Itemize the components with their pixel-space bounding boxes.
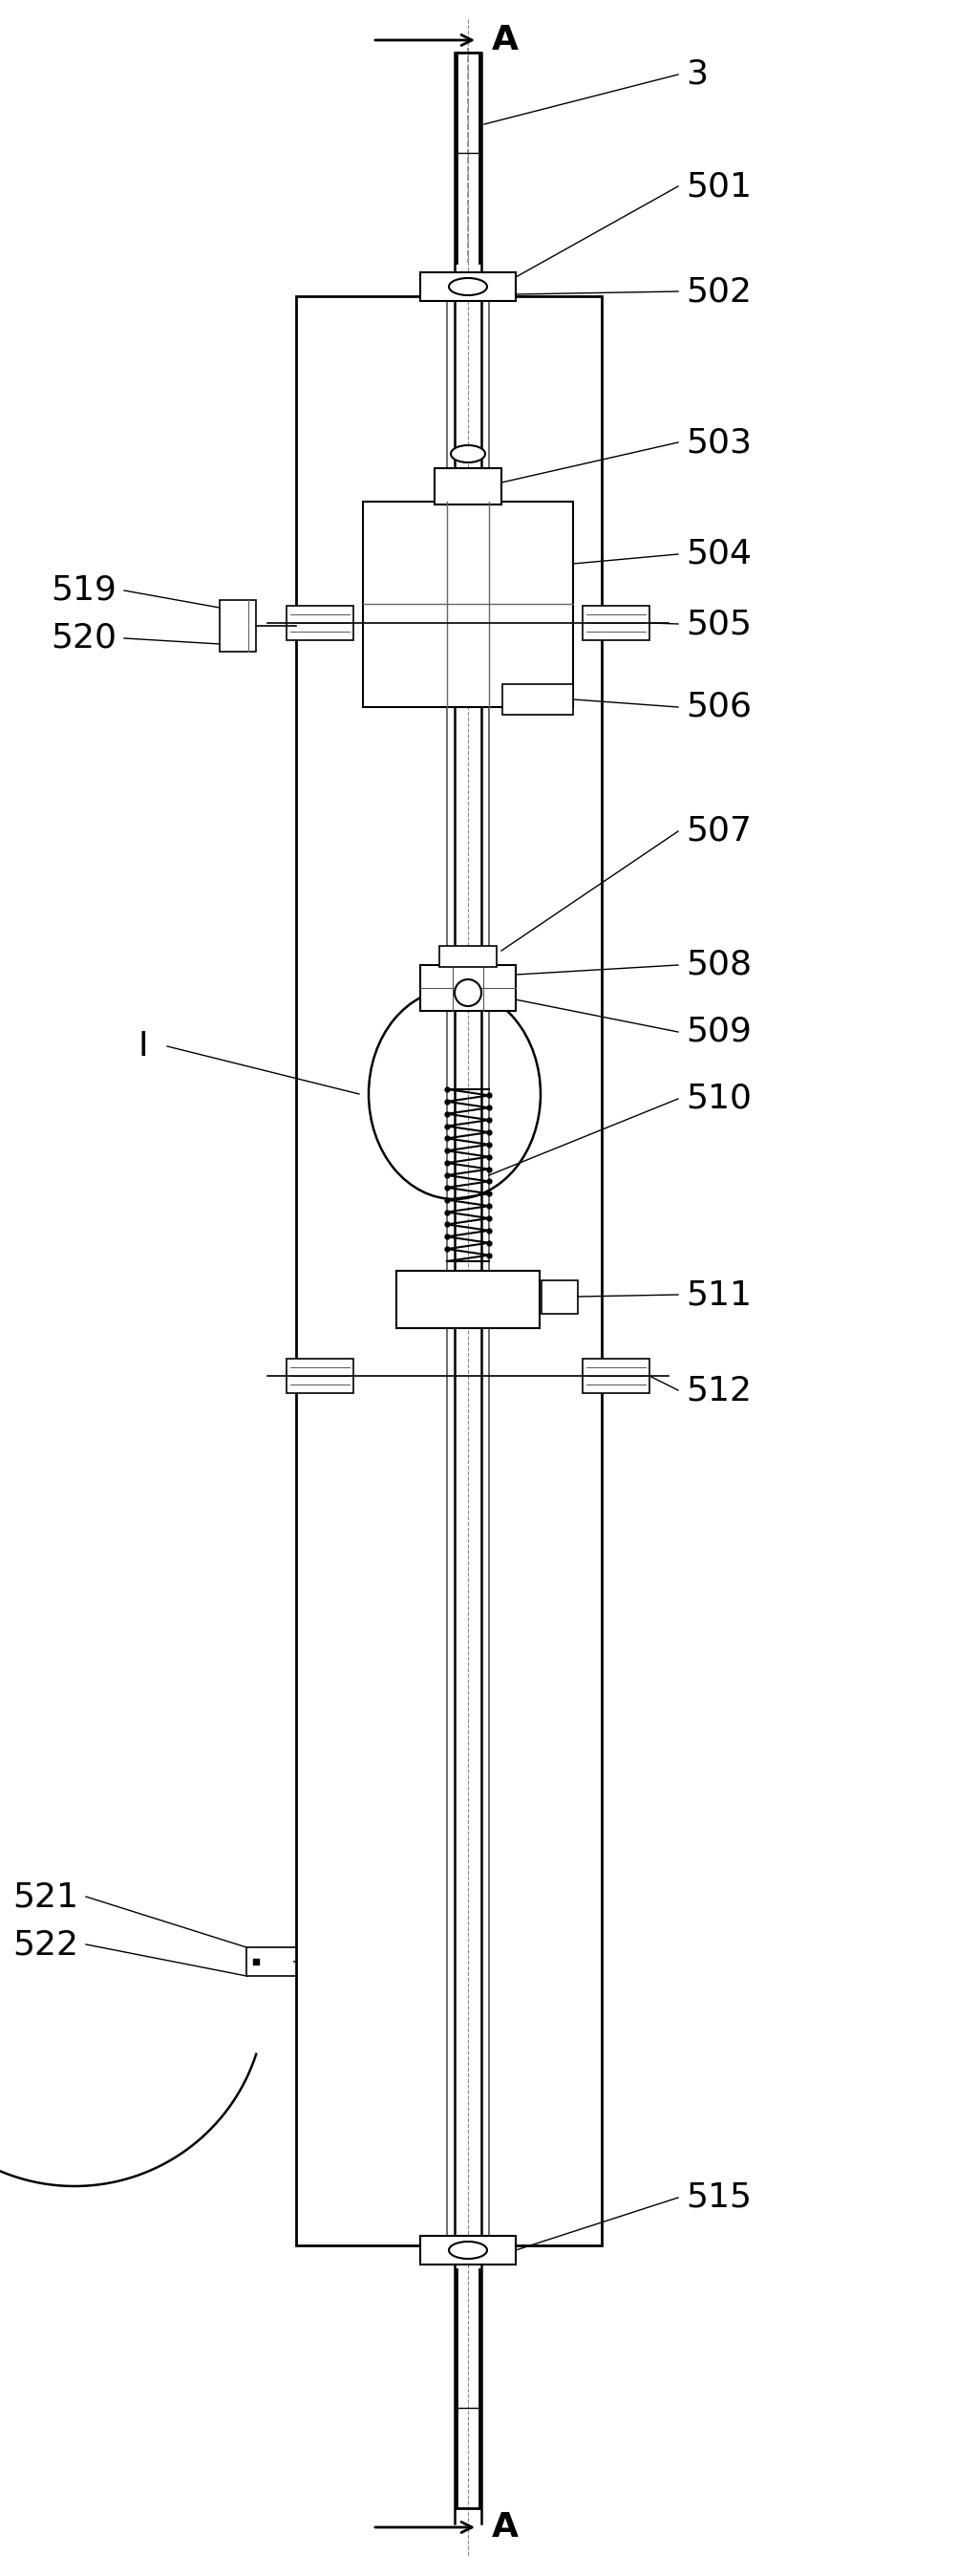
Text: I: I [138, 1030, 148, 1061]
Text: 511: 511 [686, 1278, 752, 1311]
Bar [296, 296, 601, 2246]
Text: 509: 509 [686, 1015, 751, 1048]
Bar [396, 1270, 540, 1329]
Bar [583, 605, 649, 641]
Bar [363, 502, 573, 706]
Ellipse shape [451, 446, 485, 464]
Bar [583, 1358, 649, 1394]
Bar [542, 1280, 578, 1314]
Bar [287, 1358, 353, 1394]
Text: A: A [492, 23, 518, 57]
Text: 507: 507 [686, 814, 752, 848]
Text: A: A [492, 2512, 518, 2543]
Text: 512: 512 [686, 1373, 752, 1406]
Bar [421, 273, 515, 301]
Text: 503: 503 [686, 425, 752, 459]
Text: 515: 515 [686, 2182, 752, 2213]
Bar [434, 469, 502, 505]
Bar [503, 685, 573, 714]
Ellipse shape [449, 278, 487, 296]
Text: 510: 510 [686, 1082, 752, 1115]
Bar [421, 966, 515, 1010]
Text: 3: 3 [686, 59, 708, 90]
Bar [287, 605, 353, 641]
Text: 505: 505 [686, 608, 752, 641]
Text: 502: 502 [686, 276, 752, 307]
Bar [246, 1947, 296, 1976]
Text: 501: 501 [686, 170, 752, 204]
Text: 521: 521 [13, 1880, 78, 1914]
Text: 504: 504 [686, 538, 752, 569]
Text: 519: 519 [51, 574, 116, 608]
Text: 522: 522 [13, 1929, 78, 1960]
Bar [439, 945, 497, 966]
Ellipse shape [449, 2241, 487, 2259]
Circle shape [455, 979, 481, 1007]
Text: 520: 520 [51, 621, 116, 654]
Bar [220, 600, 256, 652]
Text: 506: 506 [686, 690, 752, 724]
Bar [421, 2236, 515, 2264]
Text: 508: 508 [686, 948, 752, 981]
